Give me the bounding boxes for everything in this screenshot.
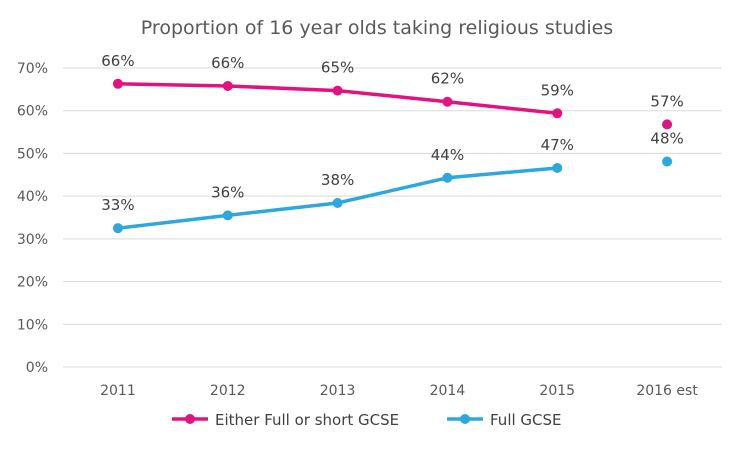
y-tick-label: 0% [26, 360, 48, 376]
data-label: 48% [650, 130, 683, 148]
y-tick-label: 30% [17, 232, 48, 248]
data-label: 33% [101, 196, 134, 214]
data-point [332, 85, 343, 96]
data-label: 66% [211, 54, 244, 72]
legend-marker [460, 414, 470, 424]
data-point [662, 156, 673, 167]
x-tick-label: 2011 [100, 383, 136, 399]
series-1: 33% 36% 38% 44% 47% 48% [101, 130, 684, 234]
data-point [662, 119, 673, 130]
x-tick-label: 2014 [430, 383, 466, 399]
x-tick-label: 2016 est [636, 383, 698, 399]
data-point [552, 162, 563, 173]
data-label: 47% [541, 136, 574, 154]
x-axis-ticks: 2011 2012 2013 2014 2015 2016 est [100, 383, 698, 399]
legend-marker [185, 414, 195, 424]
data-label: 57% [650, 92, 683, 110]
data-point [222, 80, 233, 91]
y-tick-label: 20% [17, 275, 48, 291]
gridlines [63, 67, 722, 368]
legend-label: Full GCSE [490, 411, 562, 429]
chart-title: Proportion of 16 year olds taking religi… [141, 17, 613, 39]
data-label: 38% [321, 171, 354, 189]
data-point [112, 78, 123, 89]
data-label: 36% [211, 183, 244, 201]
data-label: 62% [431, 70, 464, 88]
y-tick-label: 40% [17, 189, 48, 205]
y-tick-label: 60% [17, 104, 48, 120]
data-point [552, 108, 563, 119]
data-point [442, 96, 453, 107]
series-group: 66% 66% 65% 62% 59% 57% 33% 36% 38% 44% 47% 48% [101, 52, 684, 234]
data-point [332, 197, 343, 208]
x-tick-label: 2015 [539, 383, 575, 399]
data-point [222, 210, 233, 221]
data-label: 65% [321, 59, 354, 77]
data-label: 59% [541, 81, 574, 99]
x-tick-label: 2012 [210, 383, 246, 399]
y-axis-ticks: 0% 10% 20% 30% 40% 50% 60% 70% [17, 61, 48, 376]
series-0: 66% 66% 65% 62% 59% 57% [101, 52, 684, 130]
data-point [442, 172, 453, 183]
y-tick-label: 50% [17, 146, 48, 162]
legend-label: Either Full or short GCSE [215, 411, 399, 429]
data-label: 66% [101, 52, 134, 70]
legend: Either Full or short GCSE Full GCSE [172, 411, 562, 429]
y-tick-label: 70% [17, 61, 48, 77]
data-label: 44% [431, 146, 464, 164]
y-tick-label: 10% [17, 317, 48, 333]
x-tick-label: 2013 [320, 383, 356, 399]
data-point [112, 223, 123, 234]
